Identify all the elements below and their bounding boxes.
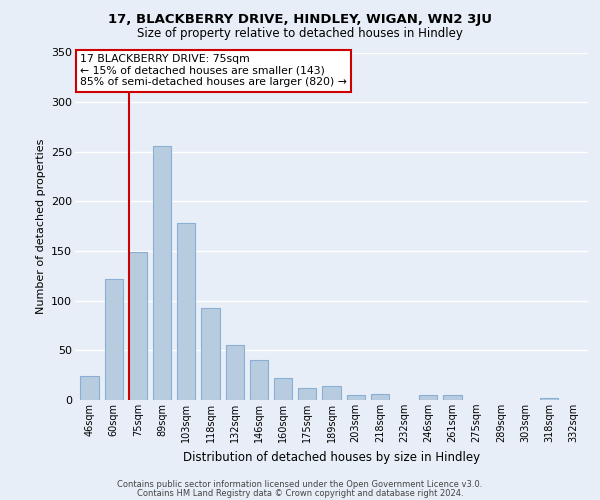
Bar	[202, 308, 220, 400]
Text: Contains public sector information licensed under the Open Government Licence v3: Contains public sector information licen…	[118, 480, 482, 489]
Bar	[443, 395, 461, 400]
Bar	[226, 346, 244, 400]
Bar	[153, 146, 171, 400]
Bar	[419, 395, 437, 400]
Bar	[80, 376, 98, 400]
Bar	[104, 279, 123, 400]
Bar	[274, 378, 292, 400]
Bar	[540, 398, 559, 400]
Bar	[177, 224, 196, 400]
X-axis label: Distribution of detached houses by size in Hindley: Distribution of detached houses by size …	[183, 450, 480, 464]
Bar	[322, 386, 341, 400]
Text: 17, BLACKBERRY DRIVE, HINDLEY, WIGAN, WN2 3JU: 17, BLACKBERRY DRIVE, HINDLEY, WIGAN, WN…	[108, 12, 492, 26]
Text: 17 BLACKBERRY DRIVE: 75sqm
← 15% of detached houses are smaller (143)
85% of sem: 17 BLACKBERRY DRIVE: 75sqm ← 15% of deta…	[80, 54, 347, 88]
Text: Contains HM Land Registry data © Crown copyright and database right 2024.: Contains HM Land Registry data © Crown c…	[137, 488, 463, 498]
Bar	[129, 252, 147, 400]
Y-axis label: Number of detached properties: Number of detached properties	[35, 138, 46, 314]
Bar	[250, 360, 268, 400]
Bar	[371, 394, 389, 400]
Bar	[347, 395, 365, 400]
Bar	[298, 388, 316, 400]
Text: Size of property relative to detached houses in Hindley: Size of property relative to detached ho…	[137, 28, 463, 40]
